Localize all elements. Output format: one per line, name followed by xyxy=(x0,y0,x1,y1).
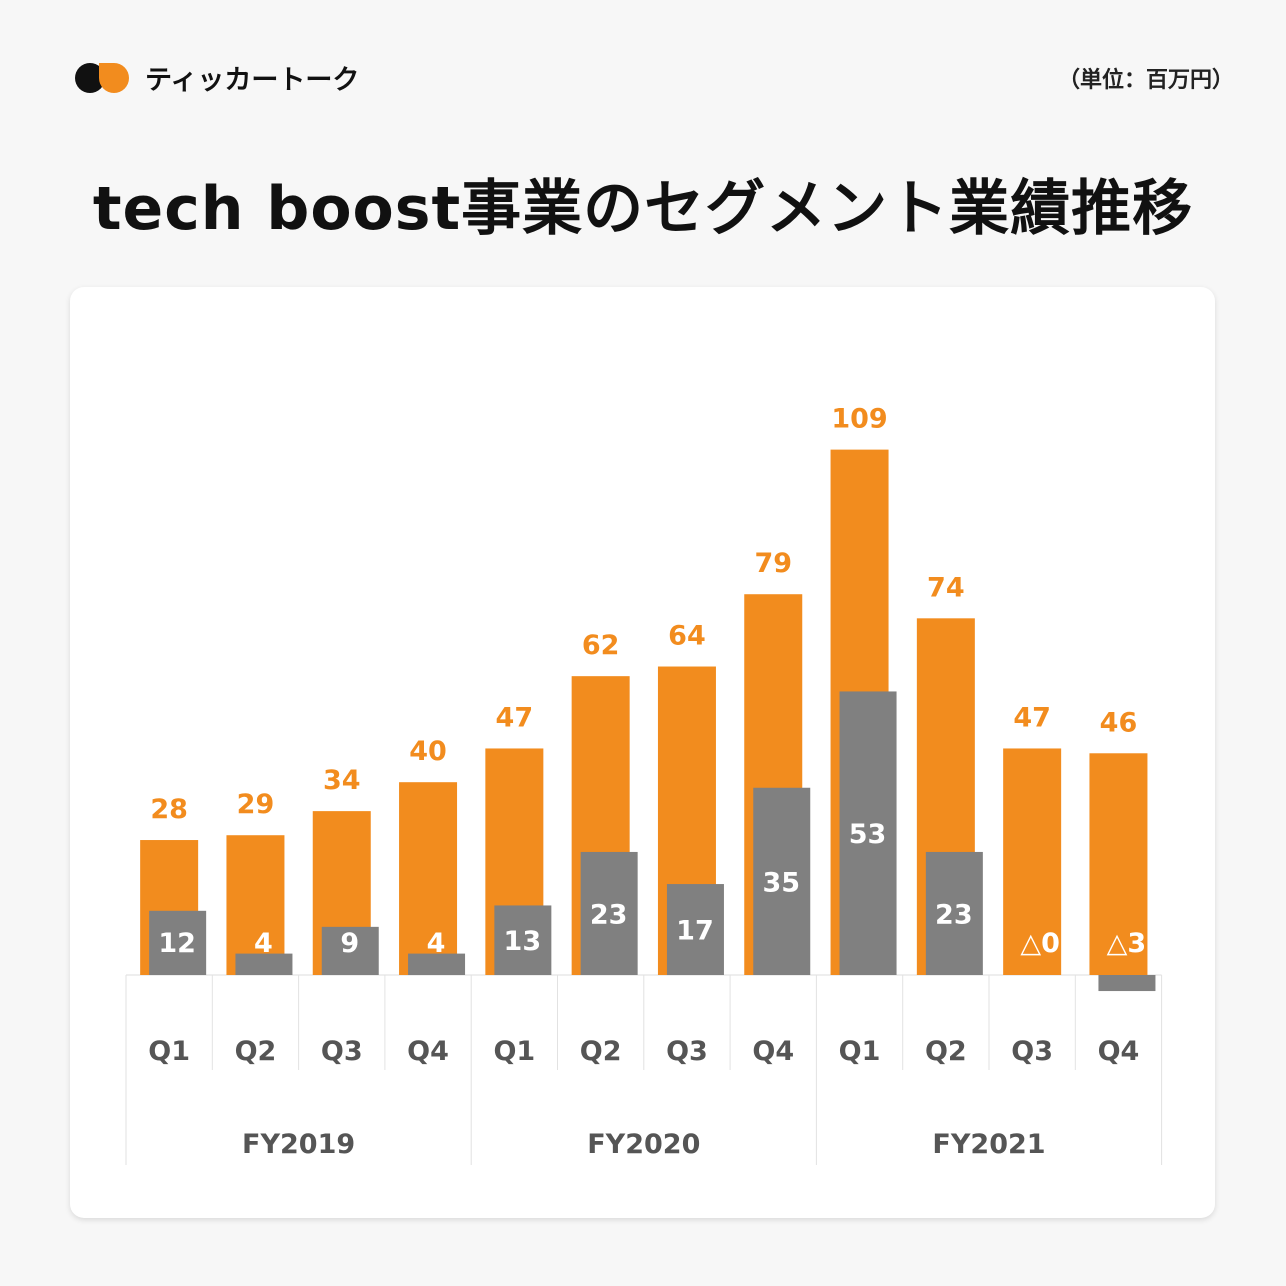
category-tick-label: Q1 xyxy=(148,1036,190,1067)
data-label-sales: 74 xyxy=(927,572,965,603)
category-tick-label: Q3 xyxy=(666,1036,708,1067)
data-label-sales: 34 xyxy=(323,765,361,796)
category-tick-label: Q3 xyxy=(1011,1036,1053,1067)
category-tick-label: Q4 xyxy=(752,1036,794,1067)
data-label-operating-profit: 12 xyxy=(158,928,196,959)
unit-label: （単位：百万円） xyxy=(1057,68,1234,93)
bar-operating-profit xyxy=(839,691,897,975)
data-label-sales: 47 xyxy=(496,702,534,733)
category-tick-label: Q1 xyxy=(493,1036,535,1067)
group-tick-label: FY2021 xyxy=(932,1129,1045,1160)
data-label-sales: 40 xyxy=(409,736,447,767)
data-label-operating-profit: 53 xyxy=(849,819,887,850)
category-tick-label: Q2 xyxy=(235,1036,277,1067)
data-label-operating-profit: 9 xyxy=(340,928,359,959)
category-tick-label: Q3 xyxy=(321,1036,363,1067)
data-label-operating-profit: △0 xyxy=(1020,928,1060,959)
chart-title: tech boost事業のセグメント業績推移 xyxy=(92,174,1194,244)
data-label-sales: 28 xyxy=(150,794,188,825)
data-label-sales: 79 xyxy=(754,548,792,579)
brand-name: ティッカートーク xyxy=(145,65,360,96)
category-tick-label: Q4 xyxy=(1098,1036,1140,1067)
data-label-operating-profit: 4 xyxy=(254,928,273,959)
data-label-sales: 64 xyxy=(668,621,706,652)
bar-operating-profit xyxy=(925,851,983,975)
bar-operating-profit xyxy=(321,926,379,975)
group-tick-label: FY2020 xyxy=(587,1129,700,1160)
data-label-operating-profit: 23 xyxy=(590,899,628,930)
category-tick-label: Q2 xyxy=(925,1036,967,1067)
bar-operating-profit xyxy=(235,953,293,975)
bar-operating-profit xyxy=(580,851,638,975)
data-label-sales: 46 xyxy=(1100,707,1138,738)
data-label-operating-profit: △3 xyxy=(1107,928,1147,959)
group-tick-label: FY2019 xyxy=(242,1129,355,1160)
data-label-operating-profit: 23 xyxy=(935,899,973,930)
bar-sales xyxy=(226,835,285,975)
data-label-operating-profit: 17 xyxy=(676,916,714,947)
bar-operating-profit xyxy=(753,787,811,975)
bar-operating-profit xyxy=(494,905,552,975)
bar-operating-profit xyxy=(1098,975,1156,992)
bar-sales xyxy=(399,782,458,975)
bar-operating-profit xyxy=(149,910,207,975)
data-label-sales: 109 xyxy=(831,404,887,435)
brand-logo: ティッカートーク xyxy=(75,58,359,97)
data-label-sales: 47 xyxy=(1013,702,1051,733)
data-label-operating-profit: 13 xyxy=(504,926,542,957)
data-label-sales: 62 xyxy=(582,630,620,661)
bar-operating-profit xyxy=(408,953,466,975)
data-label-operating-profit: 35 xyxy=(762,867,800,898)
bar-operating-profit xyxy=(666,884,724,975)
category-tick-label: Q2 xyxy=(580,1036,622,1067)
bar-sales xyxy=(1089,753,1148,975)
category-tick-label: Q4 xyxy=(407,1036,449,1067)
category-tick-label: Q1 xyxy=(839,1036,881,1067)
data-label-sales: 29 xyxy=(237,789,275,820)
bar-sales xyxy=(1003,748,1062,975)
data-label-operating-profit: 4 xyxy=(427,928,446,959)
